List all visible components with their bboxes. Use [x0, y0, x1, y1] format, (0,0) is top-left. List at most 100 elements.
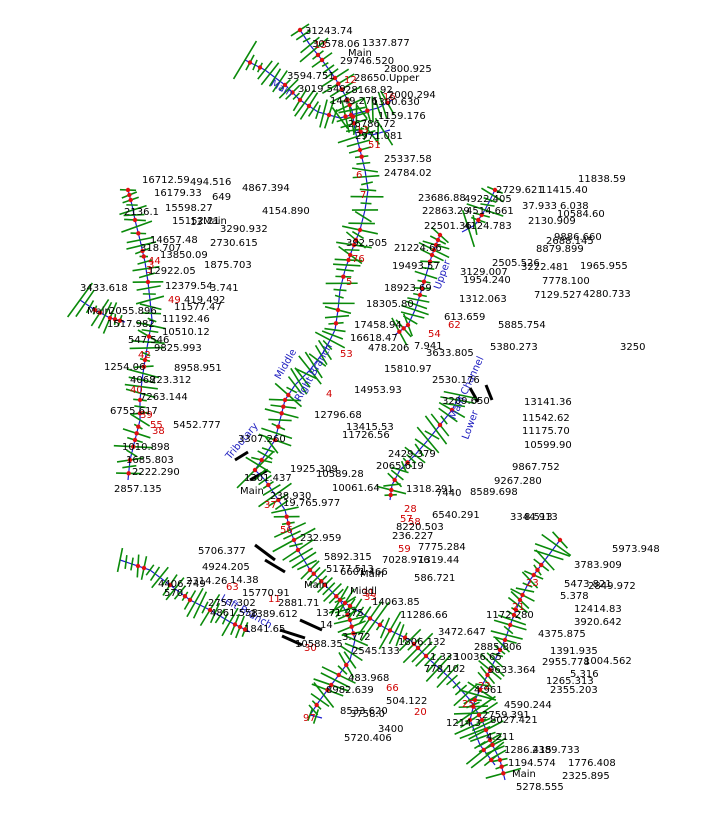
- cross-section-line: [136, 285, 161, 291]
- station-label: 494.516: [190, 177, 231, 188]
- station-label: 3400: [378, 724, 403, 735]
- node-point: [388, 492, 393, 498]
- cross-section-line: [97, 301, 113, 329]
- reach-id-label: 51: [368, 140, 381, 151]
- station-label: 10584.60: [557, 209, 605, 220]
- cross-section-line: [401, 304, 429, 316]
- station-label: 2136.1: [124, 207, 159, 218]
- station-label: 6540.291: [432, 510, 480, 521]
- station-label: 1301.437: [244, 473, 292, 484]
- cross-section-line: [490, 630, 523, 640]
- node-point: [405, 460, 410, 465]
- station-label: 4068: [130, 375, 155, 386]
- cross-section-line: [416, 426, 440, 454]
- cross-section-line: [472, 215, 478, 235]
- station-label: 3783.909: [574, 560, 622, 571]
- cross-section-line: [456, 695, 496, 725]
- station-label: 1319.44: [418, 555, 459, 566]
- station-label: 10589.28: [316, 469, 364, 480]
- cross-section-line: [85, 300, 95, 314]
- node-point: [131, 444, 136, 449]
- station-label: 2505.526: [492, 258, 540, 269]
- cross-section-line: [535, 549, 555, 571]
- node-point: [345, 97, 350, 103]
- station-label: 2429.379: [388, 449, 436, 460]
- node-point: [336, 672, 341, 678]
- cross-section-line: [137, 259, 153, 265]
- cross-section-line: [302, 37, 311, 43]
- station-label: 13141.36: [524, 397, 572, 408]
- cross-section-line: [124, 383, 158, 390]
- cross-section-line: [347, 598, 363, 620]
- station-label: 5177.513: [326, 564, 374, 575]
- cross-section-line: [356, 161, 371, 165]
- node-point: [272, 437, 278, 443]
- cross-section-line: [423, 653, 437, 667]
- cross-section-line: [322, 582, 336, 596]
- station-label: 11286.66: [400, 610, 448, 621]
- node-point: [479, 717, 485, 723]
- cross-section-line: [135, 295, 165, 305]
- station-label: 9867.752: [512, 462, 560, 473]
- node-point: [343, 114, 348, 119]
- reach-id-label: 6: [356, 170, 362, 181]
- station-label: 1517.982: [107, 319, 155, 330]
- node-point: [334, 594, 339, 599]
- cross-section-line: [331, 107, 349, 129]
- station-label: 2000.294: [388, 90, 436, 101]
- cross-section-line: [351, 167, 379, 173]
- node-point: [489, 757, 494, 763]
- cross-section-line: [471, 718, 497, 732]
- cross-section-line: [126, 236, 154, 244]
- cross-section-line: [260, 62, 280, 86]
- cross-section-line: [407, 297, 430, 303]
- node-point: [421, 279, 427, 284]
- cross-section-line: [268, 418, 292, 422]
- node-point: [485, 672, 490, 678]
- cross-section-line: [125, 449, 138, 458]
- node-point: [337, 597, 343, 603]
- cross-section-line: [294, 89, 315, 117]
- cross-section-line: [521, 571, 539, 589]
- node-point: [511, 612, 517, 618]
- station-label: 5.378: [560, 591, 589, 602]
- cross-section-line: [444, 402, 466, 408]
- station-label: 2729.621: [496, 185, 544, 196]
- cross-section-line: [314, 344, 328, 366]
- structure-marker: [279, 628, 306, 640]
- node-point: [531, 572, 536, 578]
- node-layer: [92, 27, 563, 776]
- station-label: 3307.260: [238, 434, 286, 445]
- station-label: 570: [164, 588, 183, 599]
- cross-section-line: [359, 188, 377, 192]
- reach-id-label: 53: [340, 349, 353, 360]
- cross-section-line: [291, 551, 317, 569]
- cross-section-line: [404, 446, 426, 464]
- station-label: 14.38: [230, 575, 259, 586]
- station-label: 1449.276: [330, 96, 378, 107]
- cross-section-line: [307, 101, 320, 117]
- cross-section-line: [298, 355, 322, 385]
- station-label: 31243.74: [305, 26, 353, 37]
- node-point: [385, 100, 390, 105]
- structure-marker: [299, 618, 323, 632]
- station-label: 4.961: [474, 685, 503, 696]
- cross-section-line: [290, 367, 308, 395]
- cross-section-line: [414, 443, 425, 457]
- cross-section-line: [470, 741, 505, 769]
- node-point: [449, 407, 455, 413]
- station-label: 7775.284: [418, 542, 466, 553]
- station-label: 1875.703: [204, 260, 252, 271]
- node-point: [348, 252, 353, 258]
- station-label: 3633.805: [426, 348, 474, 359]
- cross-section-line: [289, 542, 303, 548]
- cross-section-line: [268, 68, 282, 87]
- cross-section-line: [214, 608, 226, 624]
- cross-section-line: [352, 124, 358, 136]
- reach-id-label: 38: [152, 426, 165, 437]
- station-label: 4154.890: [262, 206, 310, 217]
- node-point: [411, 641, 417, 647]
- node-point: [477, 687, 483, 693]
- station-label: 1300.630: [372, 97, 420, 108]
- cross-section-line: [497, 614, 527, 626]
